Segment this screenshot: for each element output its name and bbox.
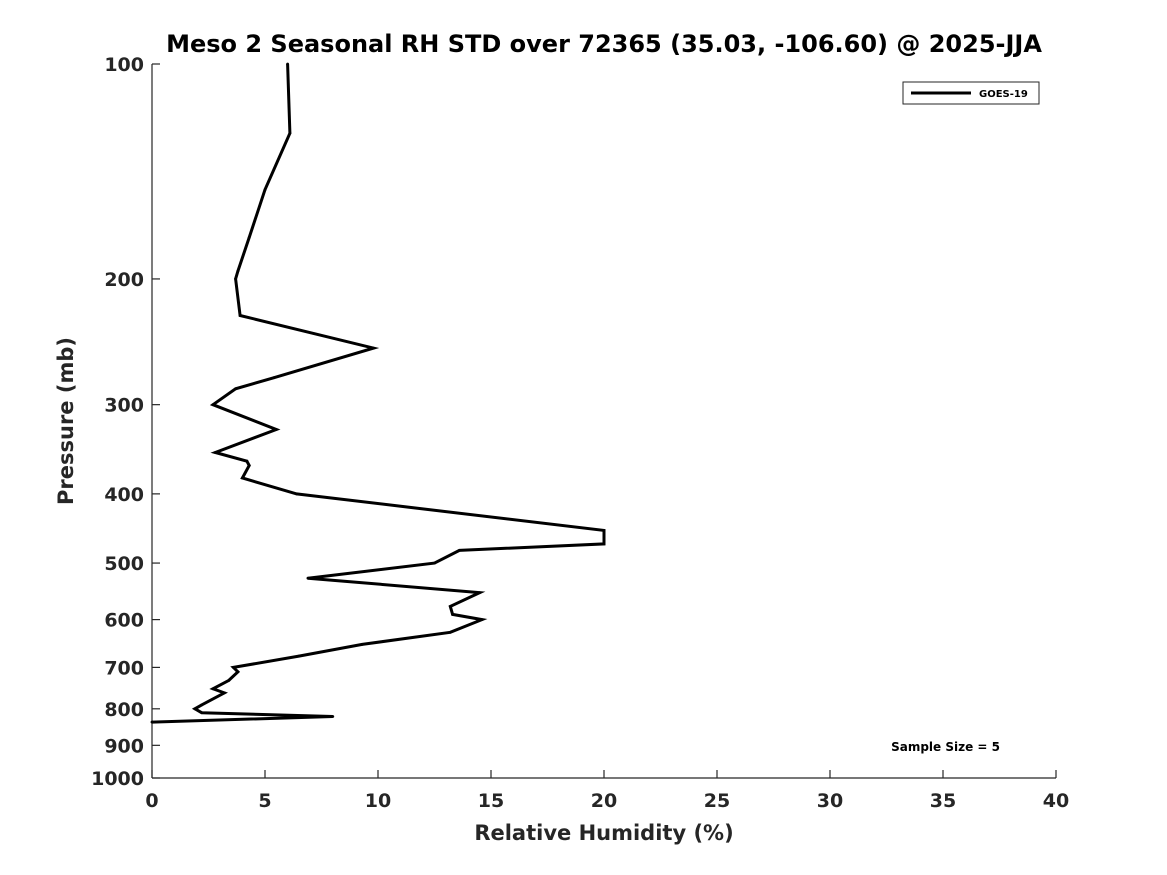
y-tick-label: 1000: [91, 768, 144, 790]
x-tick-label: 25: [704, 790, 730, 812]
x-tick-label: 30: [817, 790, 843, 812]
series-points: [150, 62, 606, 724]
series-line-goes-19: [151, 63, 606, 724]
data-point: [433, 561, 436, 565]
data-point: [480, 618, 484, 621]
data-point: [193, 707, 197, 711]
data-point: [274, 428, 278, 431]
x-tick-label: 35: [930, 790, 956, 812]
data-point: [372, 346, 375, 350]
legend-label-goes-19: GOES-19: [979, 89, 1028, 100]
data-point: [602, 542, 606, 546]
data-point: [451, 612, 454, 616]
data-point: [448, 605, 452, 608]
y-tick-label: 100: [104, 54, 144, 76]
data-point: [150, 720, 154, 724]
y-tick-label: 200: [104, 269, 144, 291]
data-point: [200, 703, 204, 707]
x-tick-label: 40: [1043, 790, 1069, 812]
data-point: [222, 691, 226, 695]
data-point: [263, 188, 267, 192]
data-point: [200, 711, 204, 715]
data-point: [478, 591, 482, 595]
data-point: [247, 236, 251, 239]
data-point: [295, 492, 299, 496]
data-point: [236, 670, 240, 674]
data-point: [448, 630, 452, 634]
data-point: [331, 715, 335, 718]
data-point: [247, 464, 251, 467]
data-point: [245, 459, 249, 463]
x-tick-label: 10: [365, 790, 391, 812]
data-point: [288, 131, 292, 135]
x-tick-label: 20: [591, 790, 617, 812]
data-point: [602, 528, 606, 532]
data-point: [234, 277, 238, 281]
chart-title: Meso 2 Seasonal RH STD over 72365 (35.03…: [166, 30, 1042, 58]
x-axis-label: Relative Humidity (%): [474, 821, 733, 845]
data-point: [227, 679, 231, 682]
sample-size-annotation: Sample Size = 5: [891, 740, 1000, 754]
y-tick-label: 500: [104, 553, 144, 575]
y-tick-label: 600: [104, 610, 144, 632]
data-point: [272, 376, 276, 380]
legend: GOES-19: [902, 81, 1040, 105]
data-point: [238, 314, 242, 317]
plot-area: 0 5 10 15 20 25 30 35 40 100 200 300 400 500 600 700 80…: [91, 54, 1069, 812]
data-point: [234, 387, 238, 391]
data-point: [360, 643, 364, 646]
data-point: [286, 62, 289, 66]
data-point: [297, 654, 301, 658]
x-tick-label: 5: [258, 790, 271, 812]
data-point: [231, 666, 235, 669]
x-tick-label: 0: [145, 790, 158, 812]
data-point: [211, 687, 215, 691]
y-tick-label: 300: [104, 395, 144, 417]
data-point: [211, 403, 215, 407]
y-tick-label: 700: [104, 657, 144, 679]
x-tick-label: 15: [478, 790, 504, 812]
data-point: [457, 549, 461, 552]
y-ticks: 100 200 300 400 500 600 700 800 900 1000: [91, 54, 160, 790]
data-point: [213, 451, 217, 454]
data-point: [236, 269, 240, 273]
y-axis-label: Pressure (mb): [54, 337, 78, 505]
y-tick-label: 800: [104, 699, 144, 721]
y-tick-label: 400: [104, 484, 144, 506]
data-point: [241, 476, 244, 480]
x-ticks: 0 5 10 15 20 25 30 35 40: [145, 770, 1069, 812]
data-point: [306, 576, 310, 580]
y-tick-label: 900: [104, 735, 144, 757]
